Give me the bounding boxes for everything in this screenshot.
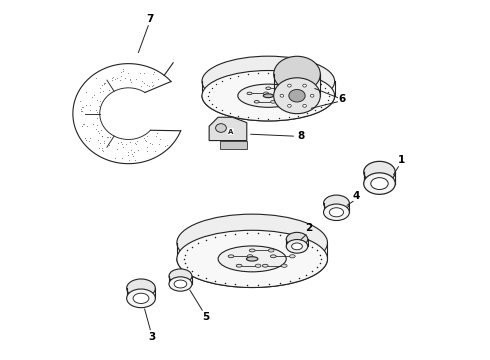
Ellipse shape [255,264,261,267]
Ellipse shape [288,104,291,107]
Ellipse shape [177,230,327,288]
Text: 8: 8 [297,131,304,141]
Ellipse shape [286,239,308,253]
Ellipse shape [266,87,271,90]
Ellipse shape [294,100,299,103]
Ellipse shape [238,84,299,107]
Ellipse shape [303,104,306,107]
Ellipse shape [364,161,395,183]
Text: 4: 4 [352,191,360,201]
Ellipse shape [269,249,274,252]
Ellipse shape [177,214,327,271]
Ellipse shape [371,178,388,189]
Text: 1: 1 [397,155,405,165]
Ellipse shape [218,246,286,272]
Text: 6: 6 [338,94,345,104]
Text: 5: 5 [202,312,209,322]
Ellipse shape [323,195,349,212]
Ellipse shape [263,94,273,98]
Ellipse shape [236,264,242,267]
Text: 7: 7 [147,14,154,24]
Ellipse shape [310,94,314,97]
Ellipse shape [301,92,306,95]
Ellipse shape [285,92,290,95]
Ellipse shape [246,257,258,261]
Ellipse shape [169,277,192,291]
Ellipse shape [247,92,252,95]
Ellipse shape [290,255,295,258]
Ellipse shape [274,56,320,92]
Ellipse shape [280,94,284,97]
Ellipse shape [202,71,335,121]
Ellipse shape [292,243,302,250]
Ellipse shape [126,279,155,298]
Ellipse shape [329,208,343,217]
Ellipse shape [133,293,149,303]
Ellipse shape [274,78,320,114]
Polygon shape [209,117,247,140]
Text: 2: 2 [305,224,313,233]
Ellipse shape [228,255,234,258]
Text: A: A [228,129,233,135]
Ellipse shape [323,204,349,221]
Ellipse shape [289,89,305,102]
Ellipse shape [270,255,276,258]
Ellipse shape [254,100,259,103]
Ellipse shape [286,232,308,246]
Ellipse shape [262,264,268,267]
Ellipse shape [247,255,253,258]
Ellipse shape [126,289,155,308]
Ellipse shape [249,249,255,252]
Ellipse shape [303,84,306,87]
Ellipse shape [281,264,287,267]
Ellipse shape [270,100,276,103]
Ellipse shape [277,100,282,103]
Ellipse shape [202,56,335,107]
Ellipse shape [288,84,291,87]
Ellipse shape [216,124,226,132]
Ellipse shape [174,280,187,288]
Ellipse shape [364,173,395,194]
Ellipse shape [264,92,269,95]
Ellipse shape [169,269,192,283]
Text: 3: 3 [148,332,155,342]
Polygon shape [220,140,247,149]
Ellipse shape [282,87,287,90]
